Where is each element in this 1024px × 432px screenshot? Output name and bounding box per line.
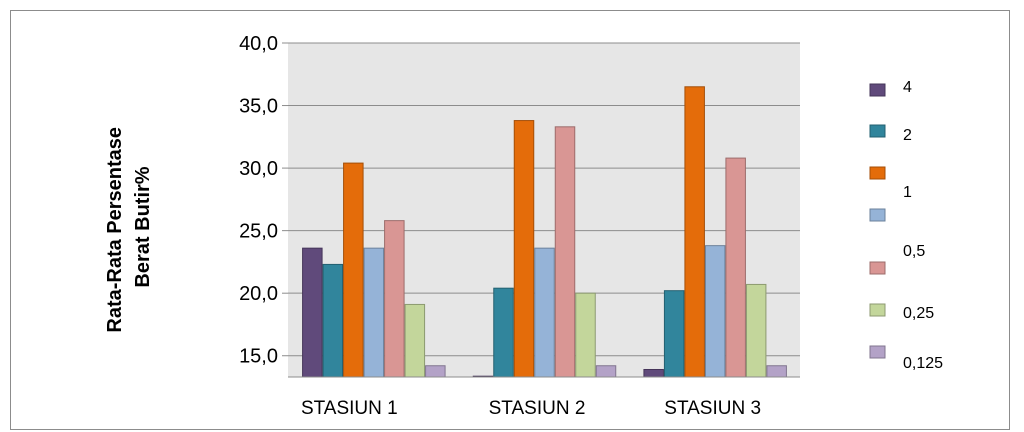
legend-swatch bbox=[869, 83, 886, 97]
legend-swatch bbox=[869, 166, 886, 180]
legend-swatch bbox=[869, 124, 886, 138]
legend-label: 1 bbox=[903, 184, 912, 201]
y-tick-label: 25,0 bbox=[239, 221, 278, 243]
legend-label: 4 bbox=[903, 79, 912, 96]
bar-0-25-stasiun-3 bbox=[745, 283, 767, 378]
bar-1-stasiun-2 bbox=[513, 120, 535, 378]
bar-0-5-stasiun-1 bbox=[363, 247, 385, 378]
x-category-label: STASIUN 3 bbox=[664, 398, 761, 419]
legend-label: 0,125 bbox=[903, 355, 943, 372]
legend-swatch bbox=[869, 303, 886, 317]
bar-2-stasiun-3 bbox=[663, 290, 685, 378]
bar-1-stasiun-1 bbox=[343, 162, 364, 378]
y-tick-label: 30,0 bbox=[239, 158, 278, 180]
legend-swatch bbox=[869, 208, 886, 222]
bar-0-5-stasiun-2 bbox=[534, 247, 555, 378]
legend: 4 2 1 0,5 0,25 0,125 bbox=[869, 79, 943, 372]
y-axis-label-line-1: Rata-Rata Persentase bbox=[104, 127, 126, 333]
bar-0-125-stasiun-2 bbox=[595, 365, 617, 378]
legend-swatch bbox=[869, 261, 886, 275]
x-category-label: STASIUN 1 bbox=[301, 398, 398, 419]
y-tick-label: 15,0 bbox=[239, 346, 278, 368]
y-axis-label: Rata-Rata Persentase Berat Butir% bbox=[104, 121, 154, 332]
legend-swatch bbox=[869, 345, 886, 359]
legend-label: 0,5 bbox=[903, 243, 925, 260]
bar-0-125-stasiun-3 bbox=[766, 365, 787, 378]
bar-1-stasiun-3 bbox=[684, 86, 705, 378]
bar-0-25-stasiun-1 bbox=[404, 303, 426, 378]
bars bbox=[302, 86, 787, 378]
bar-2-stasiun-2 bbox=[493, 287, 514, 378]
bar-4-stasiun-1 bbox=[302, 247, 323, 378]
y-tick-label: 40,0 bbox=[239, 33, 278, 55]
bar-0-25-stasiun-2 bbox=[575, 292, 596, 378]
y-axis-label-line-2: Berat Butir% bbox=[132, 166, 154, 287]
bar-2-stasiun-1 bbox=[322, 263, 344, 378]
legend-label: 0,25 bbox=[903, 305, 934, 322]
bar-0-5-stasiun-3 bbox=[704, 245, 726, 378]
x-category-label: STASIUN 2 bbox=[489, 398, 586, 419]
x-axis-categories: STASIUN 1 STASIUN 2 STASIUN 3 bbox=[301, 398, 761, 419]
bar-0-5-stasiun-3 bbox=[725, 157, 746, 378]
bar-0-5-stasiun-2 bbox=[554, 126, 576, 378]
bar-0-5-stasiun-1 bbox=[384, 220, 405, 378]
legend-label: 2 bbox=[903, 127, 912, 144]
y-tick-label: 20,0 bbox=[239, 283, 278, 305]
bar-0-125-stasiun-1 bbox=[425, 365, 446, 378]
bar-4-stasiun-3 bbox=[643, 368, 664, 378]
y-tick-label: 35,0 bbox=[239, 96, 278, 118]
y-axis-ticks: 15,0 20,0 25,0 30,0 35,0 40,0 bbox=[239, 33, 288, 368]
